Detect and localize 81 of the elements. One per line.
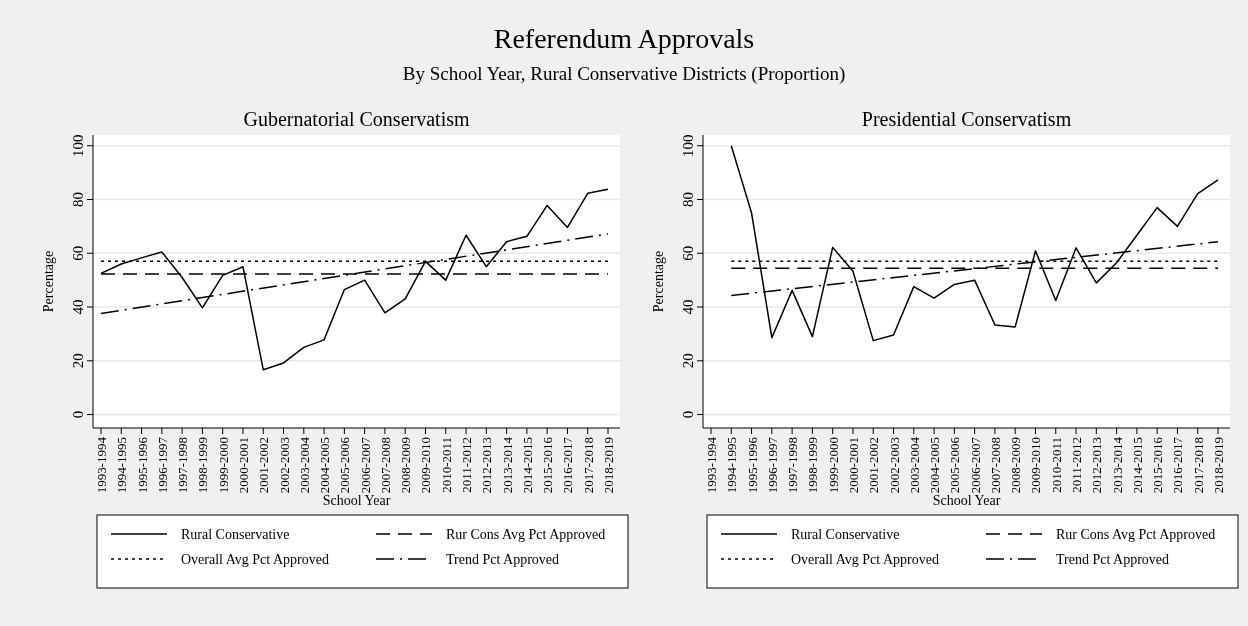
x-tick-label: 2018-2019 <box>1211 437 1226 494</box>
x-tick-label: 2010-2011 <box>438 437 454 493</box>
x-tick-label: 2011-2012 <box>459 437 475 493</box>
x-tick-label: 2012-2013 <box>1089 437 1105 494</box>
x-tick-label: 1993-1994 <box>704 436 719 494</box>
text: By School Year, Rural Conservative Districts (Proportion) <box>402 63 846 85</box>
y-tick-label: 80 <box>70 192 86 208</box>
x-tick-label: 2007-2008 <box>987 437 1003 494</box>
x-tick-label: 1993-1994 <box>94 436 109 494</box>
x-tick-label: 1995-1996 <box>744 436 760 494</box>
y-tick-label: 0 <box>680 410 696 419</box>
legend-label: Rural Conservative <box>791 527 900 542</box>
x-tick-label: 2009-2010 <box>1028 437 1044 494</box>
x-tick-label: 2014-2015 <box>519 437 535 494</box>
legend-label: Overall Avg Pct Approved <box>791 552 939 567</box>
x-tick-label: 2004-2005 <box>317 437 333 494</box>
x-tick-label: 1998-1999 <box>195 437 211 494</box>
x-tick-label: 2005-2006 <box>337 436 353 494</box>
chart-title: Presidential Conservatism <box>861 108 1072 130</box>
y-tick-label: 100 <box>70 134 86 157</box>
y-tick-label: 40 <box>70 299 86 315</box>
x-tick-label: 2000-2001 <box>235 437 251 494</box>
legend-label: Rural Conservative <box>181 527 290 542</box>
x-axis-title: School Year <box>932 493 1001 508</box>
y-tick-label: 0 <box>70 410 86 419</box>
x-axis-title: School Year <box>322 493 391 508</box>
line-series <box>730 145 1219 342</box>
y-axis-title: Percentage <box>41 250 56 313</box>
x-tick-label: 2001-2002 <box>866 437 882 494</box>
x-tick-label: 1997-1998 <box>785 437 801 494</box>
x-tick-label: 1994-1995 <box>114 437 130 494</box>
x-tick-label: 2009-2010 <box>418 437 434 494</box>
legend-label: Rur Cons Avg Pct Approved <box>446 527 606 542</box>
x-tick-label: 2008-2009 <box>398 437 414 494</box>
x-tick-label: 1996-1997 <box>764 436 780 494</box>
chart-title: Gubernatorial Conservatism <box>243 108 470 130</box>
x-tick-label: 2017-2018 <box>1190 437 1206 494</box>
x-tick-label: 2000-2001 <box>845 437 861 494</box>
legend-label: Overall Avg Pct Approved <box>181 552 329 567</box>
x-tick-label: 1998-1999 <box>805 437 821 494</box>
x-tick-label: 2003-2004 <box>296 436 312 494</box>
x-tick-label: 2004-2005 <box>927 437 943 494</box>
x-tick-label: 2002-2003 <box>276 437 292 494</box>
y-tick-label: 20 <box>70 353 86 369</box>
y-tick-label: 100 <box>680 134 696 157</box>
legend-label: Trend Pct Approved <box>1056 552 1170 567</box>
y-tick-label: 80 <box>680 192 696 208</box>
x-tick-label: 1997-1998 <box>175 437 191 494</box>
x-tick-label: 2017-2018 <box>580 437 596 494</box>
x-tick-label: 2005-2006 <box>947 436 963 494</box>
x-tick-label: 2006-2007 <box>357 436 373 494</box>
legend-label: Trend Pct Approved <box>446 552 560 567</box>
legend-label: Rur Cons Avg Pct Approved <box>1056 527 1216 542</box>
x-tick-label: 2015-2016 <box>1150 436 1166 494</box>
x-tick-label: 2018-2019 <box>601 437 616 494</box>
x-tick-label: 2011-2012 <box>1069 437 1085 493</box>
x-tick-label: 2012-2013 <box>479 437 495 494</box>
text: Referendum Approvals <box>493 23 755 54</box>
x-tick-label: 2006-2007 <box>967 436 983 494</box>
x-tick-label: 2003-2004 <box>906 436 922 494</box>
x-tick-label: 1994-1995 <box>724 437 740 494</box>
x-tick-label: 2001-2002 <box>256 437 272 494</box>
x-tick-label: 2010-2011 <box>1048 437 1064 493</box>
x-tick-label: 2016-2017 <box>1170 436 1186 494</box>
x-tick-label: 2002-2003 <box>886 437 902 494</box>
y-tick-label: 60 <box>70 245 86 261</box>
x-tick-label: 2015-2016 <box>540 436 556 494</box>
y-tick-label: 40 <box>680 299 696 315</box>
y-tick-label: 60 <box>680 245 696 261</box>
y-axis-title: Percentage <box>651 250 666 313</box>
y-tick-label: 20 <box>680 353 696 369</box>
x-tick-label: 2007-2008 <box>377 437 393 494</box>
x-tick-label: 1996-1997 <box>154 436 170 494</box>
x-tick-label: 1999-2000 <box>825 437 841 494</box>
x-tick-label: 1995-1996 <box>134 436 150 494</box>
x-tick-label: 2008-2009 <box>1008 437 1024 494</box>
x-tick-label: 1999-2000 <box>215 437 231 494</box>
x-tick-label: 2013-2014 <box>1109 436 1125 494</box>
x-tick-label: 2016-2017 <box>560 436 576 494</box>
x-tick-label: 2014-2015 <box>1129 437 1145 494</box>
x-tick-label: 2013-2014 <box>499 436 515 494</box>
